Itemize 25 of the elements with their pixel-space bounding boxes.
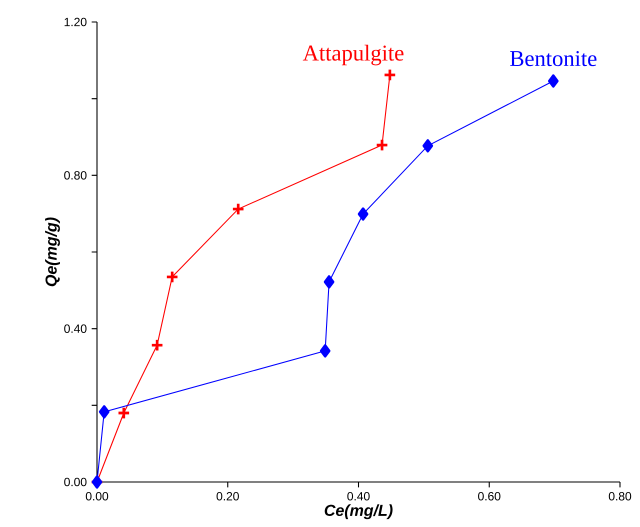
series-label: Bentonite bbox=[510, 50, 596, 66]
y-tick-label: 0.40 bbox=[64, 324, 87, 333]
point bbox=[422, 139, 434, 152]
point bbox=[324, 275, 334, 289]
point bbox=[548, 74, 559, 88]
x-tick-label: 0.00 bbox=[86, 492, 108, 500]
point bbox=[166, 270, 179, 284]
point bbox=[375, 138, 389, 152]
point bbox=[117, 406, 130, 420]
y-axis-title: Qe(mg/g) bbox=[45, 217, 60, 286]
point bbox=[320, 344, 330, 358]
point bbox=[150, 338, 164, 352]
x-axis-title: Ce(mg/L) bbox=[324, 504, 393, 520]
point bbox=[232, 202, 245, 216]
point bbox=[358, 207, 368, 221]
x-tick-label: 0.40 bbox=[347, 492, 370, 500]
y-tick-label: 0.80 bbox=[64, 171, 87, 180]
point bbox=[98, 405, 110, 418]
x-tick-label: 0.80 bbox=[608, 492, 632, 500]
series-label: Attapulgite bbox=[302, 44, 404, 66]
x-tick-label: 0.20 bbox=[216, 492, 239, 500]
point bbox=[383, 68, 397, 82]
y-tick-label: 0.00 bbox=[64, 478, 87, 486]
x-tick-label: 0.60 bbox=[478, 492, 500, 500]
y-tick-label: 1.20 bbox=[64, 18, 87, 26]
